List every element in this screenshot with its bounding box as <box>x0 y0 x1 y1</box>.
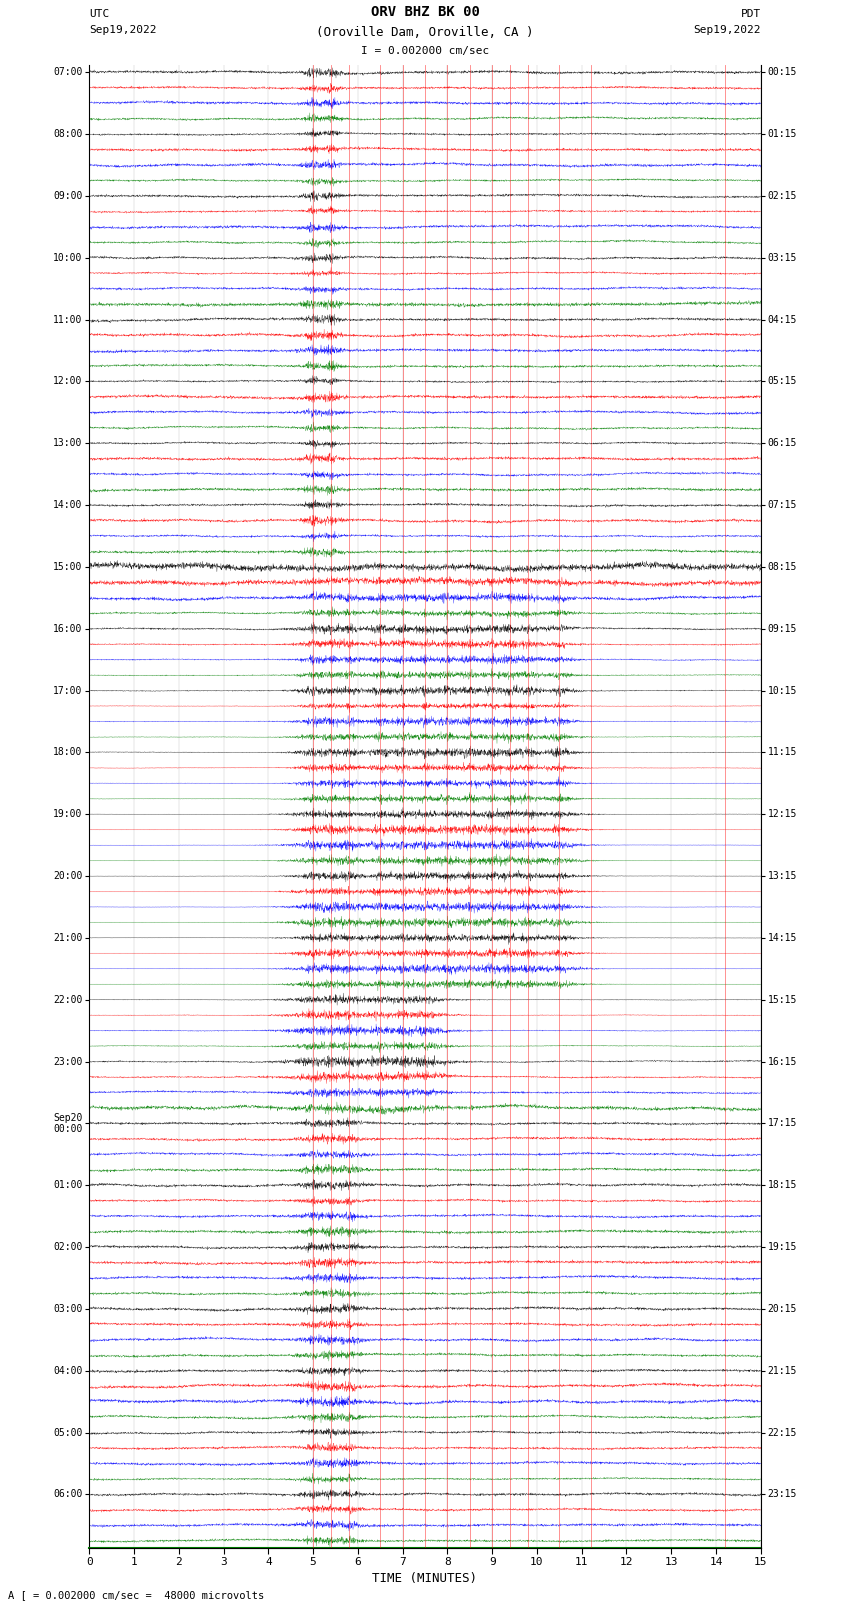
Text: ORV BHZ BK 00: ORV BHZ BK 00 <box>371 5 479 19</box>
Text: PDT: PDT <box>740 10 761 19</box>
Text: A [ = 0.002000 cm/sec =  48000 microvolts: A [ = 0.002000 cm/sec = 48000 microvolts <box>8 1590 264 1600</box>
Text: (Oroville Dam, Oroville, CA ): (Oroville Dam, Oroville, CA ) <box>316 26 534 39</box>
Text: UTC: UTC <box>89 10 110 19</box>
X-axis label: TIME (MINUTES): TIME (MINUTES) <box>372 1573 478 1586</box>
Text: Sep19,2022: Sep19,2022 <box>89 26 156 35</box>
Text: I = 0.002000 cm/sec: I = 0.002000 cm/sec <box>361 47 489 56</box>
Text: Sep19,2022: Sep19,2022 <box>694 26 761 35</box>
